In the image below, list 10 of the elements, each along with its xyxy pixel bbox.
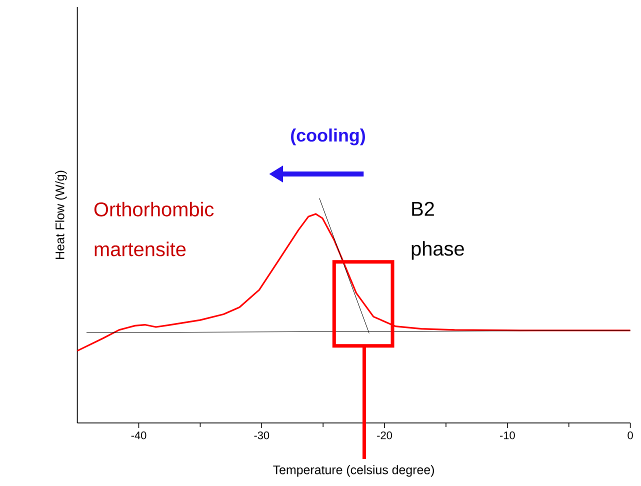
text: Orthorhombic martensite xyxy=(94,202,214,256)
x-tick-label: -30 xyxy=(254,432,270,440)
x-tick-label: -10 xyxy=(500,432,515,440)
text: (cooling) xyxy=(291,128,365,146)
text: B2 phase xyxy=(412,202,464,260)
x-tick-label: 0 xyxy=(628,432,633,440)
x-axis-title: Temperature (celsius degree) xyxy=(273,465,434,477)
x-tick-label: -40 xyxy=(131,432,146,440)
x-tick-label: -20 xyxy=(377,432,392,440)
y-axis-title: Heat Flow (W/g) xyxy=(55,170,67,259)
